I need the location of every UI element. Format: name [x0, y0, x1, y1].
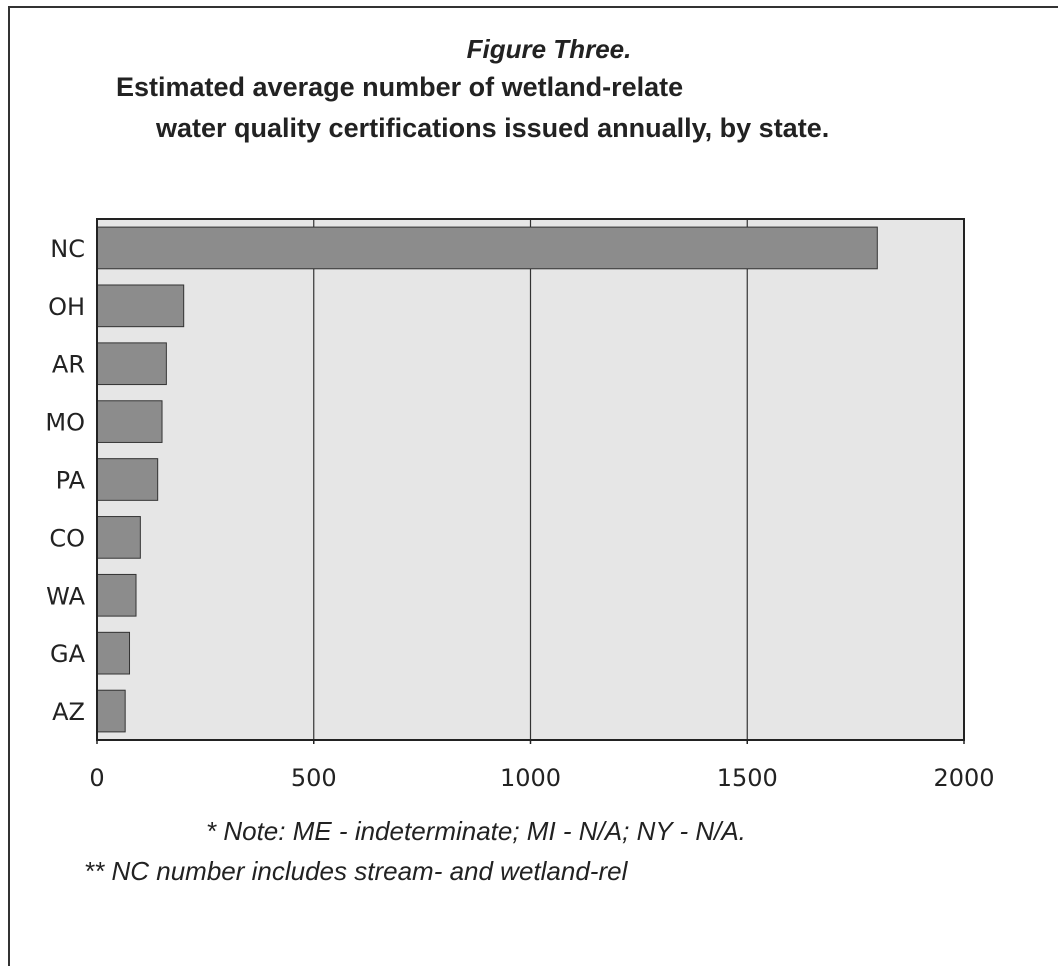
- category-label-MO: MO: [45, 409, 85, 437]
- x-tick-label-1000: 1000: [500, 764, 561, 792]
- category-label-AR: AR: [52, 351, 85, 379]
- footnote-1: * Note: ME - indeterminate; MI - N/A; NY…: [206, 816, 746, 846]
- category-label-PA: PA: [56, 467, 86, 495]
- category-label-AZ: AZ: [52, 698, 85, 726]
- category-label-OH: OH: [48, 293, 85, 321]
- bar-AR: [96, 342, 167, 386]
- bar-WA: [96, 573, 137, 617]
- x-tick-label-500: 500: [291, 764, 337, 792]
- category-label-WA: WA: [46, 582, 85, 610]
- figure-label: Figure Three.: [466, 34, 632, 64]
- category-label-NC: NC: [50, 235, 85, 263]
- bar-PA: [96, 458, 159, 501]
- category-label-CO: CO: [49, 524, 85, 552]
- category-label-GA: GA: [50, 640, 86, 668]
- chart-title-line-1: Estimated average number of wetland-rela…: [116, 72, 684, 102]
- bar-GA: [96, 631, 131, 675]
- footnote-2: ** NC number includes stream- and wetlan…: [84, 856, 628, 886]
- bar-AZ: [96, 689, 126, 733]
- x-tick-label-0: 0: [89, 764, 104, 792]
- chart-title-line-2: water quality certifications issued annu…: [156, 113, 830, 143]
- x-tick-label-1500: 1500: [717, 764, 778, 792]
- bar-CO: [96, 516, 141, 559]
- bar-OH: [96, 284, 185, 328]
- figure-frame: [8, 6, 1058, 966]
- x-tick-label-2000: 2000: [933, 764, 994, 792]
- bar-MO: [96, 400, 163, 443]
- bar-NC: [96, 226, 878, 270]
